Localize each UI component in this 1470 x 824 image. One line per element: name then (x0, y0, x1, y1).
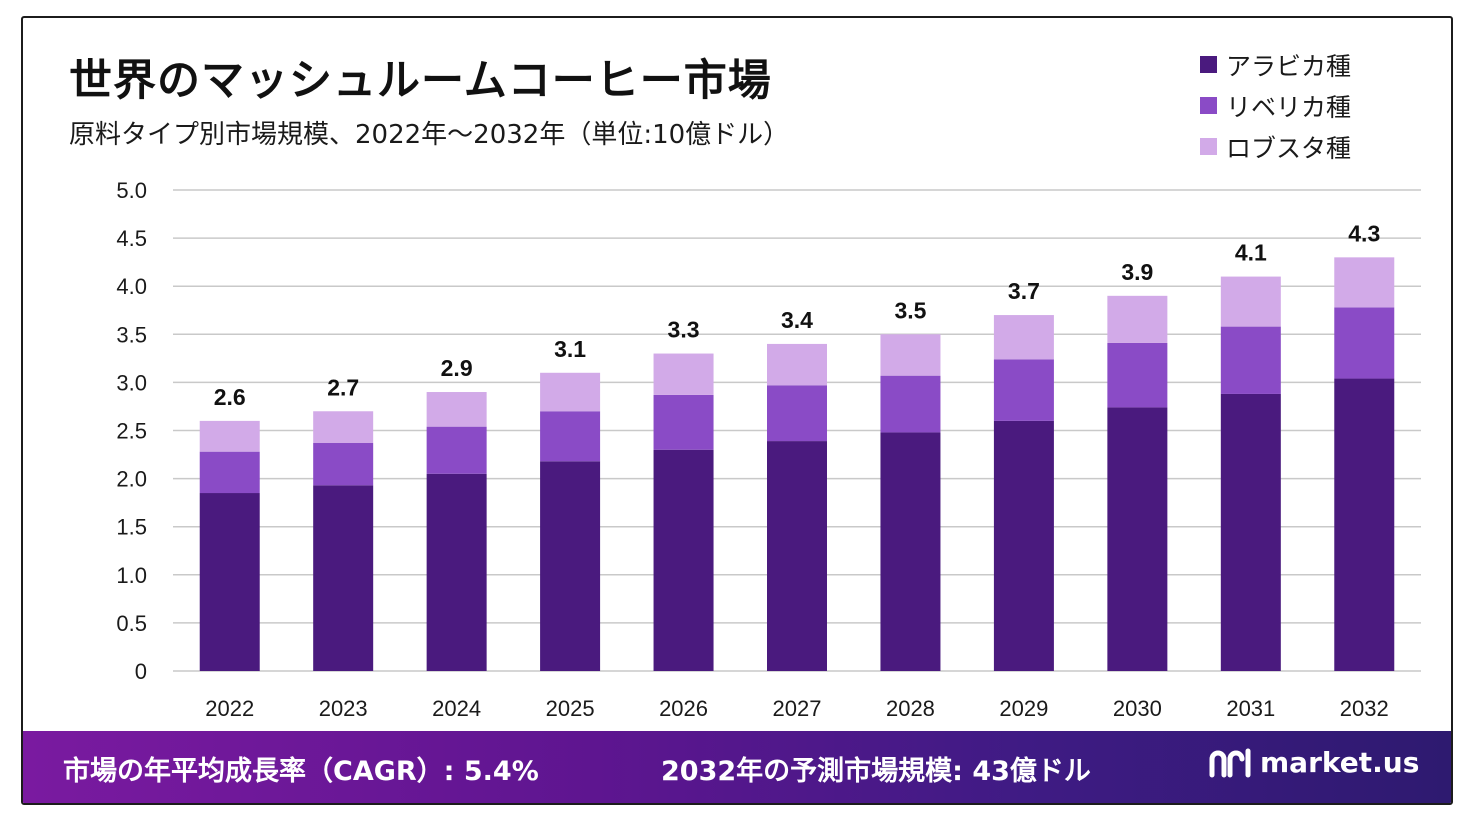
forecast-text: 2032年の予測市場規模: 43億ドル (661, 756, 1091, 787)
bar-segment-liberica (1220, 326, 1281, 394)
x-tick-label: 2026 (659, 696, 708, 721)
bar-segment-robusta (767, 343, 827, 386)
legend-item-liberica: リベリカ種 (1200, 85, 1351, 126)
bar-segment-arabica (540, 461, 601, 671)
legend-swatch-robusta (1200, 138, 1217, 155)
bar-total-label: 3.9 (1121, 259, 1153, 285)
bar-segment-robusta (313, 411, 374, 444)
bar-segment-arabica (313, 485, 374, 671)
x-tick-label: 2023 (319, 696, 368, 721)
bar-total-label: 2.9 (441, 355, 473, 381)
bar-segment-liberica (880, 375, 941, 433)
bar-total-label: 3.4 (781, 307, 813, 333)
y-tick-label: 1.5 (116, 515, 147, 540)
bar-segment-arabica (880, 432, 941, 671)
bar-segment-arabica (426, 473, 487, 671)
legend: アラビカ種 リベリカ種 ロブスタ種 (1200, 44, 1351, 167)
y-tick-label: 0 (135, 659, 147, 684)
bar-segment-arabica (767, 441, 827, 671)
bar-segment-liberica (993, 359, 1054, 421)
bar-segment-robusta (1334, 257, 1395, 308)
bar-segment-robusta (199, 420, 260, 452)
x-tick-label: 2024 (432, 696, 481, 721)
y-tick-label: 5.0 (116, 178, 147, 203)
x-tick-label: 2028 (886, 696, 935, 721)
x-tick-label: 2022 (205, 696, 254, 721)
x-tick-label: 2025 (546, 696, 595, 721)
bar-total-label: 4.3 (1348, 220, 1380, 246)
bar-segment-robusta (1220, 276, 1281, 327)
legend-label-arabica: アラビカ種 (1226, 51, 1352, 81)
brand-logo: market.us (1208, 745, 1419, 779)
y-tick-label: 3.0 (116, 370, 147, 395)
bar-segment-liberica (1334, 307, 1395, 379)
legend-item-arabica: アラビカ種 (1200, 44, 1351, 85)
chart-frame: 世界のマッシュルームコーヒー市場 原料タイプ別市場規模、2022年〜2032年（… (21, 16, 1453, 805)
stacked-bar-chart: 5.0 4.5 4.0 3.5 3.0 2.5 2.0 1.5 1.0 0.5 0 2.6 2022 2.… (116, 178, 1421, 721)
market-us-logo-icon (1209, 748, 1251, 778)
y-tick-label: 4.5 (116, 226, 147, 251)
bar-segment-robusta (1107, 295, 1168, 343)
bar-total-label: 4.1 (1235, 240, 1267, 266)
bar-segment-arabica (993, 420, 1054, 671)
cagr-text: 市場の年平均成長率（CAGR）: 5.4% (63, 756, 539, 787)
y-tick-label: 4.0 (116, 274, 147, 299)
y-tick-label: 2.5 (116, 419, 147, 444)
legend-label-liberica: リベリカ種 (1226, 92, 1352, 122)
bar-total-label: 2.6 (214, 384, 246, 410)
brand-name: market.us (1260, 745, 1420, 779)
bar-segment-arabica (653, 449, 714, 671)
y-tick-label: 0.5 (116, 611, 147, 636)
bar-total-label: 2.7 (327, 374, 359, 400)
bar-segment-liberica (653, 394, 714, 450)
footer-banner: 市場の年平均成長率（CAGR）: 5.4% 2032年の予測市場規模: 43億ド… (23, 731, 1451, 803)
chart-title: 世界のマッシュルームコーヒー市場 (69, 56, 772, 106)
bar-segment-liberica (540, 411, 601, 462)
x-tick-label: 2030 (1113, 696, 1162, 721)
bar-segment-robusta (540, 372, 601, 412)
y-tick-label: 2.0 (116, 467, 147, 492)
x-tick-label: 2031 (1226, 696, 1275, 721)
bar-segment-liberica (767, 385, 827, 442)
bar-total-label: 3.7 (1008, 278, 1040, 304)
legend-swatch-arabica (1200, 56, 1217, 73)
bar-segment-liberica (426, 426, 487, 474)
bar-segment-liberica (1107, 342, 1168, 408)
y-tick-label: 3.5 (116, 322, 147, 347)
bar-total-label: 3.1 (554, 336, 586, 362)
bar-segment-robusta (880, 334, 941, 376)
bar-total-label: 3.3 (668, 317, 700, 343)
legend-item-robusta: ロブスタ種 (1200, 126, 1351, 167)
bar-segment-robusta (993, 315, 1054, 360)
legend-swatch-liberica (1200, 97, 1217, 114)
bar-segment-liberica (313, 443, 374, 486)
legend-label-robusta: ロブスタ種 (1226, 133, 1352, 163)
bar-segment-robusta (653, 353, 714, 395)
bar-segment-arabica (199, 493, 260, 671)
x-tick-label: 2029 (999, 696, 1048, 721)
bar-total-label: 3.5 (894, 297, 926, 323)
x-tick-label: 2032 (1340, 696, 1389, 721)
y-tick-label: 1.0 (116, 563, 147, 588)
bar-segment-arabica (1220, 393, 1281, 671)
chart-subtitle: 原料タイプ別市場規模、2022年〜2032年（単位:10億ドル） (69, 120, 790, 150)
x-tick-label: 2027 (773, 696, 822, 721)
bar-segment-arabica (1107, 407, 1168, 671)
bar-segment-robusta (426, 392, 487, 427)
bar-segment-arabica (1334, 378, 1395, 671)
bar-segment-liberica (199, 451, 260, 494)
